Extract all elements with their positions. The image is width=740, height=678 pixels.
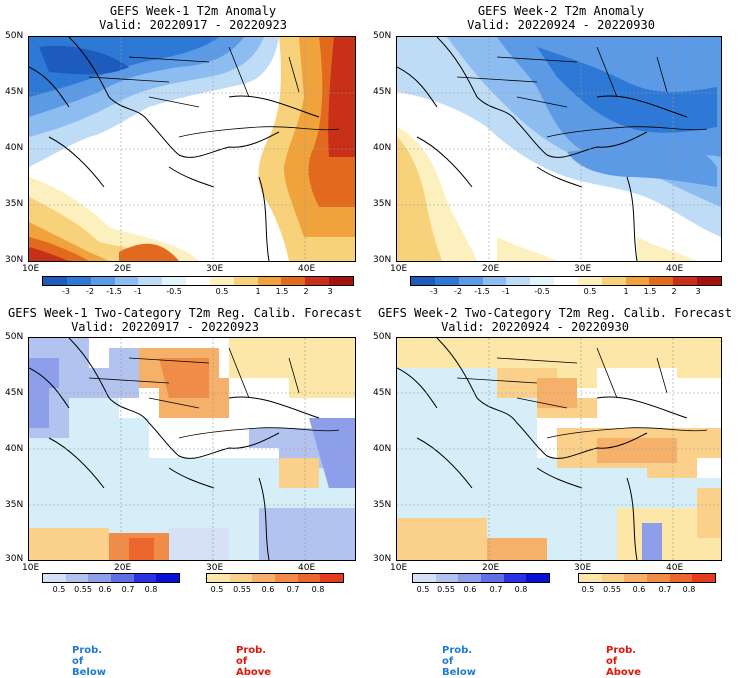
lon-label-30e: 30E bbox=[206, 563, 224, 573]
lat-label-30n: 30N bbox=[5, 255, 24, 265]
lon-label-40e: 40E bbox=[298, 563, 316, 573]
colorbar-label: 0.55 bbox=[74, 585, 92, 594]
lat-label-40n: 40N bbox=[373, 143, 392, 153]
colorbar-label: 0.5 bbox=[416, 585, 430, 594]
lon-label-30e: 30E bbox=[574, 563, 592, 573]
anomaly-colorbar bbox=[42, 276, 354, 286]
colorbar-label: 0.5 bbox=[583, 287, 597, 296]
lat-label-30n: 30N bbox=[5, 554, 24, 564]
colorbar-label: -1.5 bbox=[106, 287, 122, 296]
colorbar-label: 0.8 bbox=[514, 585, 528, 594]
panel-title: GEFS Week-2 Two-Category T2m Reg. Calib.… bbox=[377, 306, 732, 320]
lon-label-10e: 10E bbox=[390, 264, 408, 274]
lon-label-40e: 40E bbox=[298, 264, 316, 274]
panel-valid-dates: Valid: 20220924 - 20220930 bbox=[441, 320, 629, 334]
colorbar-label: -0.5 bbox=[166, 287, 182, 296]
panel-valid-dates: Valid: 20220924 - 20220930 bbox=[467, 18, 655, 32]
panel-title: GEFS Week-1 T2m Anomaly bbox=[109, 4, 277, 18]
lat-label-40n: 40N bbox=[373, 444, 392, 454]
lat-label-40n: 40N bbox=[5, 143, 24, 153]
panel-title: GEFS Week-2 T2m Anomaly bbox=[477, 4, 645, 18]
colorbar-label: 1 bbox=[623, 287, 629, 296]
lat-label-35n: 35N bbox=[373, 199, 392, 209]
colorbar-label: 1 bbox=[255, 287, 261, 296]
lat-label-35n: 35N bbox=[373, 500, 392, 510]
lon-label-10e: 10E bbox=[22, 264, 40, 274]
lat-label-30n: 30N bbox=[373, 554, 392, 564]
lat-label-35n: 35N bbox=[5, 500, 24, 510]
colorbar-label: 0.7 bbox=[121, 585, 135, 594]
lat-label-50n: 50N bbox=[5, 332, 24, 342]
lat-label-50n: 50N bbox=[373, 31, 392, 41]
lon-label-20e: 20E bbox=[482, 563, 500, 573]
anomaly-map-week1 bbox=[28, 36, 356, 262]
lat-label-50n: 50N bbox=[373, 332, 392, 342]
prob-above-colorbar bbox=[206, 573, 344, 583]
lat-label-45n: 45N bbox=[373, 388, 392, 398]
colorbar-label: -1.5 bbox=[474, 287, 490, 296]
colorbar-label: 0.7 bbox=[286, 585, 300, 594]
colorbar-label: 0.6 bbox=[261, 585, 275, 594]
lat-label-45n: 45N bbox=[5, 87, 24, 97]
colorbar-label: 1.5 bbox=[275, 287, 289, 296]
colorbar-label: 0.8 bbox=[311, 585, 325, 594]
panel-valid-dates: Valid: 20220917 - 20220923 bbox=[71, 320, 259, 334]
colorbar-label: 0.6 bbox=[98, 585, 112, 594]
lon-label-20e: 20E bbox=[114, 264, 132, 274]
panel-valid-dates: Valid: 20220917 - 20220923 bbox=[99, 18, 287, 32]
lat-label-50n: 50N bbox=[5, 31, 24, 41]
colorbar-label: 0.7 bbox=[658, 585, 672, 594]
colorbar-label: 0.5 bbox=[210, 585, 224, 594]
colorbar-label: 1.5 bbox=[643, 287, 657, 296]
colorbar-label: 0.5 bbox=[215, 287, 229, 296]
lon-label-30e: 30E bbox=[574, 264, 592, 274]
colorbar-label: 0.55 bbox=[437, 585, 455, 594]
lat-label-45n: 45N bbox=[5, 388, 24, 398]
lat-label-40n: 40N bbox=[5, 444, 24, 454]
anomaly-colorbar bbox=[410, 276, 722, 286]
lon-label-20e: 20E bbox=[482, 264, 500, 274]
lon-label-30e: 30E bbox=[206, 264, 224, 274]
prob-above-colorbar bbox=[578, 573, 716, 583]
lat-label-30n: 30N bbox=[373, 255, 392, 265]
colorbar-label: -2 bbox=[86, 287, 94, 296]
colorbar-label: 0.55 bbox=[603, 585, 621, 594]
colorbar-label: -0.5 bbox=[534, 287, 550, 296]
anomaly-map-week2 bbox=[396, 36, 722, 262]
probability-map-week2 bbox=[396, 337, 722, 561]
lon-label-20e: 20E bbox=[114, 563, 132, 573]
lat-label-45n: 45N bbox=[373, 87, 392, 97]
colorbar-label: 0.8 bbox=[682, 585, 696, 594]
prob-below-colorbar bbox=[42, 573, 180, 583]
colorbar-label: 0.55 bbox=[233, 585, 251, 594]
probability-map-week1 bbox=[28, 337, 356, 561]
colorbar-label: 0.6 bbox=[632, 585, 646, 594]
lon-label-10e: 10E bbox=[22, 563, 40, 573]
prob-below-colorbar bbox=[412, 573, 550, 583]
lon-label-40e: 40E bbox=[666, 563, 684, 573]
colorbar-label: 0.5 bbox=[52, 585, 66, 594]
colorbar-label: -1 bbox=[134, 287, 142, 296]
colorbar-label: 0.7 bbox=[489, 585, 503, 594]
colorbar-label: 3 bbox=[695, 287, 701, 296]
colorbar-label: 2 bbox=[303, 287, 309, 296]
colorbar-label: 0.5 bbox=[581, 585, 595, 594]
colorbar-label: 3 bbox=[327, 287, 333, 296]
colorbar-label: -2 bbox=[454, 287, 462, 296]
lat-label-35n: 35N bbox=[5, 199, 24, 209]
colorbar-label: 0.8 bbox=[144, 585, 158, 594]
colorbar-label: 0.6 bbox=[463, 585, 477, 594]
lon-label-10e: 10E bbox=[390, 563, 408, 573]
colorbar-label: 2 bbox=[671, 287, 677, 296]
colorbar-label: -3 bbox=[62, 287, 70, 296]
panel-title: GEFS Week-1 Two-Category T2m Reg. Calib.… bbox=[7, 306, 362, 320]
lon-label-40e: 40E bbox=[666, 264, 684, 274]
colorbar-label: -3 bbox=[430, 287, 438, 296]
colorbar-label: -1 bbox=[502, 287, 510, 296]
